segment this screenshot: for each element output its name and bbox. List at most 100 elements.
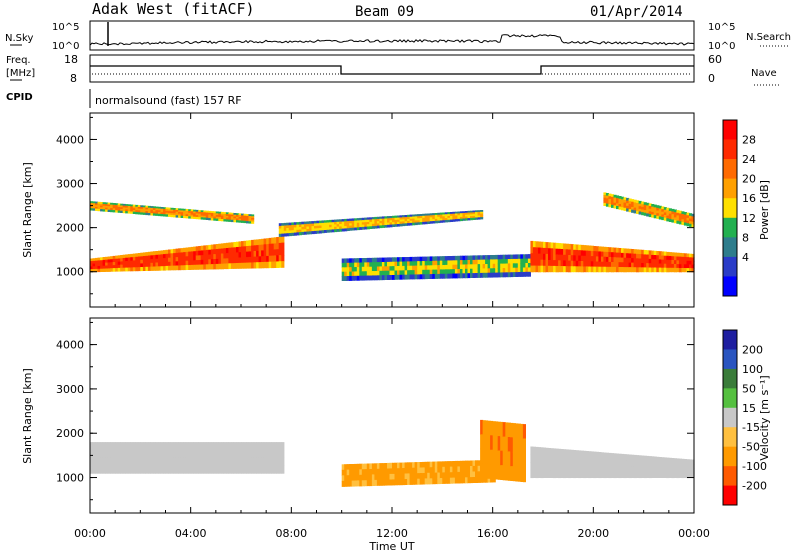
velocity-cell bbox=[185, 442, 189, 451]
velocity-cell bbox=[404, 462, 408, 469]
power-cell bbox=[137, 212, 141, 215]
power-cell bbox=[236, 263, 240, 269]
velocity-cell bbox=[137, 449, 141, 459]
power-cell bbox=[339, 221, 343, 225]
power-cell bbox=[583, 245, 587, 251]
velocity-cell bbox=[92, 465, 96, 474]
power-cell bbox=[263, 261, 267, 269]
power-cell bbox=[631, 253, 635, 259]
power-cell bbox=[190, 260, 194, 266]
power-cell bbox=[140, 263, 144, 268]
velocity-cell bbox=[530, 469, 534, 479]
velocity-cell bbox=[424, 472, 428, 479]
power-cell bbox=[160, 258, 164, 263]
velocity-cell bbox=[233, 442, 237, 451]
velocity-cell bbox=[598, 452, 602, 459]
power-cell bbox=[449, 273, 453, 279]
power-cell bbox=[102, 268, 106, 272]
power-cell bbox=[266, 244, 270, 251]
power-cell bbox=[308, 231, 312, 235]
power-cell bbox=[560, 243, 564, 250]
power-cell bbox=[636, 210, 640, 214]
power-cell bbox=[643, 267, 647, 273]
power-cell bbox=[475, 210, 479, 213]
velocity-cell bbox=[346, 464, 350, 471]
power-cell bbox=[407, 221, 411, 224]
velocity-cell bbox=[467, 460, 471, 467]
velocity-cell bbox=[399, 462, 403, 469]
power-cell bbox=[623, 205, 627, 209]
power-cell bbox=[120, 203, 124, 206]
velocity-cell bbox=[165, 449, 169, 459]
power-cell bbox=[454, 269, 458, 274]
velocity-cell bbox=[407, 478, 411, 485]
power-cell bbox=[593, 251, 597, 257]
power-cell bbox=[507, 267, 511, 273]
power-cell bbox=[465, 264, 469, 270]
power-cell bbox=[210, 244, 214, 250]
power-cell bbox=[404, 215, 408, 218]
power-cell bbox=[646, 254, 650, 260]
power-cell bbox=[203, 210, 207, 213]
power-cell bbox=[195, 246, 199, 252]
power-cell bbox=[205, 249, 209, 256]
power-cell bbox=[213, 218, 217, 221]
power-cell bbox=[122, 209, 126, 212]
power-cell bbox=[424, 274, 428, 280]
power-cell bbox=[412, 261, 416, 267]
power-cell bbox=[359, 262, 363, 268]
power-cell bbox=[515, 267, 519, 273]
power-cell bbox=[480, 215, 484, 218]
velocity-cell bbox=[432, 467, 436, 474]
power-cell bbox=[251, 219, 255, 222]
velocity-cell bbox=[369, 480, 373, 487]
power-cell bbox=[434, 218, 438, 222]
velocity-cell bbox=[256, 457, 260, 466]
power-cell bbox=[359, 258, 363, 263]
velocity-cell bbox=[218, 465, 222, 474]
power-cell bbox=[112, 265, 116, 269]
power-cell bbox=[407, 223, 411, 226]
power-cell bbox=[414, 274, 418, 280]
power-cell bbox=[281, 233, 285, 237]
power-colorbar-frame bbox=[722, 119, 738, 297]
power-cell bbox=[676, 260, 680, 265]
power-cell bbox=[530, 240, 534, 248]
power-cell bbox=[563, 254, 567, 261]
power-cell bbox=[366, 257, 370, 263]
power-cell bbox=[404, 217, 408, 220]
power-cell bbox=[92, 263, 96, 267]
power-cell bbox=[480, 259, 484, 265]
power-cell bbox=[507, 254, 511, 260]
velocity-cell bbox=[361, 480, 365, 487]
power-cell bbox=[236, 247, 240, 253]
power-cell bbox=[359, 227, 363, 230]
power-cell bbox=[570, 244, 574, 251]
velocity-cell bbox=[472, 465, 476, 472]
power-cell bbox=[432, 221, 436, 224]
velocity-cell bbox=[689, 468, 693, 474]
power-cell bbox=[180, 256, 184, 262]
power-cell bbox=[573, 260, 577, 267]
power-cell bbox=[379, 225, 383, 229]
power-cell bbox=[364, 226, 368, 230]
power-cell bbox=[178, 208, 182, 211]
power-cell bbox=[611, 257, 615, 263]
velocity-cell bbox=[467, 477, 471, 484]
velocity-cell bbox=[689, 463, 693, 469]
velocity-cell bbox=[505, 422, 509, 438]
velocity-cell bbox=[230, 465, 234, 474]
velocity-cell bbox=[271, 457, 275, 466]
power-cell bbox=[507, 259, 511, 264]
power-cell bbox=[155, 258, 159, 264]
velocity-cell bbox=[608, 471, 612, 479]
power-cell bbox=[480, 264, 484, 269]
power-cell bbox=[90, 202, 94, 206]
power-cell bbox=[628, 201, 632, 205]
power-cell bbox=[293, 224, 297, 228]
power-cell bbox=[152, 262, 156, 267]
velocity-cell bbox=[636, 455, 640, 462]
power-cell bbox=[210, 211, 214, 214]
power-cell bbox=[470, 264, 474, 270]
